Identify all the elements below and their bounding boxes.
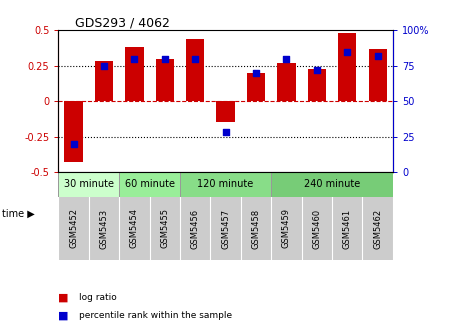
Point [192, 56, 199, 61]
Bar [216, 101, 235, 123]
Bar [277, 63, 295, 101]
Bar [369, 49, 387, 101]
Text: GSM5459: GSM5459 [282, 208, 291, 249]
Point [283, 56, 290, 61]
Text: GSM5460: GSM5460 [313, 208, 321, 249]
Point [161, 56, 168, 61]
Bar [125, 47, 144, 101]
Bar [271, 172, 393, 197]
Text: GSM5452: GSM5452 [69, 208, 78, 249]
Text: 120 minute: 120 minute [198, 179, 254, 190]
Point [343, 49, 351, 54]
Bar [95, 61, 113, 101]
Bar [180, 172, 271, 197]
Text: GSM5456: GSM5456 [191, 208, 200, 249]
Bar [119, 172, 180, 197]
Point [374, 53, 381, 58]
Text: GSM5458: GSM5458 [251, 208, 260, 249]
Bar [247, 73, 265, 101]
Text: 60 minute: 60 minute [125, 179, 175, 190]
Text: 240 minute: 240 minute [304, 179, 360, 190]
Text: ■: ■ [58, 311, 69, 321]
Point [313, 67, 321, 73]
Text: GSM5453: GSM5453 [100, 208, 109, 249]
Bar [156, 58, 174, 101]
Point [222, 130, 229, 135]
Text: GSM5455: GSM5455 [160, 208, 169, 249]
Text: GDS293 / 4062: GDS293 / 4062 [75, 16, 170, 29]
Text: time ▶: time ▶ [2, 208, 35, 218]
Point [70, 141, 77, 146]
Text: ■: ■ [58, 292, 69, 302]
Text: log ratio: log ratio [79, 293, 116, 302]
Text: GSM5454: GSM5454 [130, 208, 139, 249]
Bar [308, 69, 326, 101]
Text: GSM5462: GSM5462 [373, 208, 382, 249]
Text: 30 minute: 30 minute [64, 179, 114, 190]
Point [252, 70, 260, 76]
Point [101, 63, 108, 69]
Text: percentile rank within the sample: percentile rank within the sample [79, 311, 232, 320]
Text: GSM5457: GSM5457 [221, 208, 230, 249]
Text: GSM5461: GSM5461 [343, 208, 352, 249]
Point [131, 56, 138, 61]
Bar [58, 172, 119, 197]
Bar [338, 33, 357, 101]
Bar [65, 101, 83, 162]
Bar [186, 39, 204, 101]
